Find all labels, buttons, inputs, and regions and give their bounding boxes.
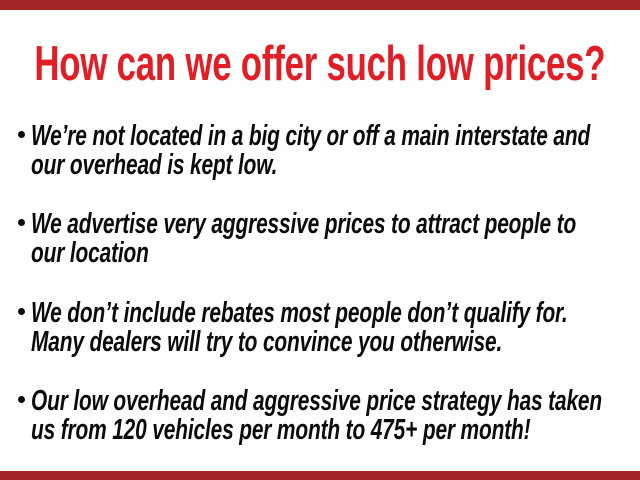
page-title: How can we offer such low prices? xyxy=(34,37,606,91)
bullet-text: We’re not located in a big city or off a… xyxy=(31,122,640,179)
top-border-bar xyxy=(0,0,640,10)
bullet-line: us from 120 vehicles per month to 475+ p… xyxy=(31,413,531,446)
bullet-text: Our low overhead and aggressive price st… xyxy=(31,387,640,444)
bullet-dot xyxy=(18,131,25,138)
bottom-border-bar xyxy=(0,471,640,480)
bullet-line: We don’t include rebates most people don… xyxy=(31,297,568,329)
bullet-line: our location xyxy=(31,236,149,269)
bullet-text: We advertise very aggressive prices to a… xyxy=(31,210,640,267)
bullet-line: We’re not located in a big city or off a… xyxy=(31,120,591,152)
bullet-line: Our low overhead and aggressive price st… xyxy=(31,385,603,417)
bullet-line: Many dealers will try to convince you ot… xyxy=(31,325,503,358)
bullet-dot xyxy=(18,396,25,403)
bullet-dot xyxy=(18,219,25,226)
bullet-line: our overhead is kept low. xyxy=(31,148,278,181)
bullet-line: We advertise very aggressive prices to a… xyxy=(31,208,577,240)
bullet-dot xyxy=(18,308,25,315)
bullet-text: We don’t include rebates most people don… xyxy=(31,299,640,356)
